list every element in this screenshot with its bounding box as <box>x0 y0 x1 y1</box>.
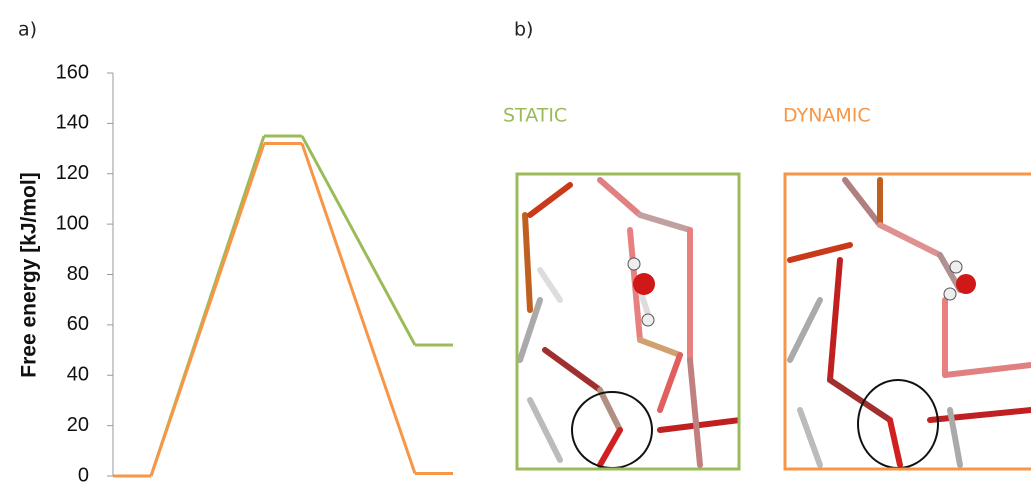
oxygen-atom <box>956 274 976 294</box>
y-tick-label: 60 <box>67 313 89 335</box>
y-axis-label: Free energy [kJ/mol] <box>18 172 41 377</box>
y-tick-label: 40 <box>67 364 89 386</box>
legend-label: DYNAMIC <box>783 105 871 127</box>
y-tick-label: 20 <box>67 414 89 436</box>
y-tick-label: 100 <box>56 212 89 234</box>
connector <box>302 144 415 474</box>
y-tick-label: 160 <box>56 61 89 83</box>
legend-label: STATIC <box>503 105 567 127</box>
y-tick-label: 0 <box>78 464 89 484</box>
y-tick-label: 80 <box>67 263 89 285</box>
oxygen-atom <box>633 273 655 295</box>
structure-frame <box>785 174 1031 469</box>
structure-dynamic <box>790 180 1031 465</box>
structure-static <box>520 180 740 465</box>
hydrogen-atom <box>944 288 956 300</box>
connector <box>302 136 415 345</box>
panel-label: a) <box>18 19 37 41</box>
hydrogen-atom <box>642 314 654 326</box>
hydrogen-atom <box>628 258 640 270</box>
figure: a) b) Free energy [kJ/mol] 0 20 40 60 80 100 1… <box>0 0 1031 484</box>
connector <box>151 144 264 476</box>
y-tick-label: 140 <box>56 112 89 134</box>
page: {"chart_data": {"type": "line", "y_label… <box>0 0 1031 484</box>
y-tick-label: 120 <box>56 162 89 184</box>
hydrogen-atom <box>950 261 962 273</box>
highlight-circle <box>572 392 652 468</box>
panel-label: b) <box>514 19 533 41</box>
